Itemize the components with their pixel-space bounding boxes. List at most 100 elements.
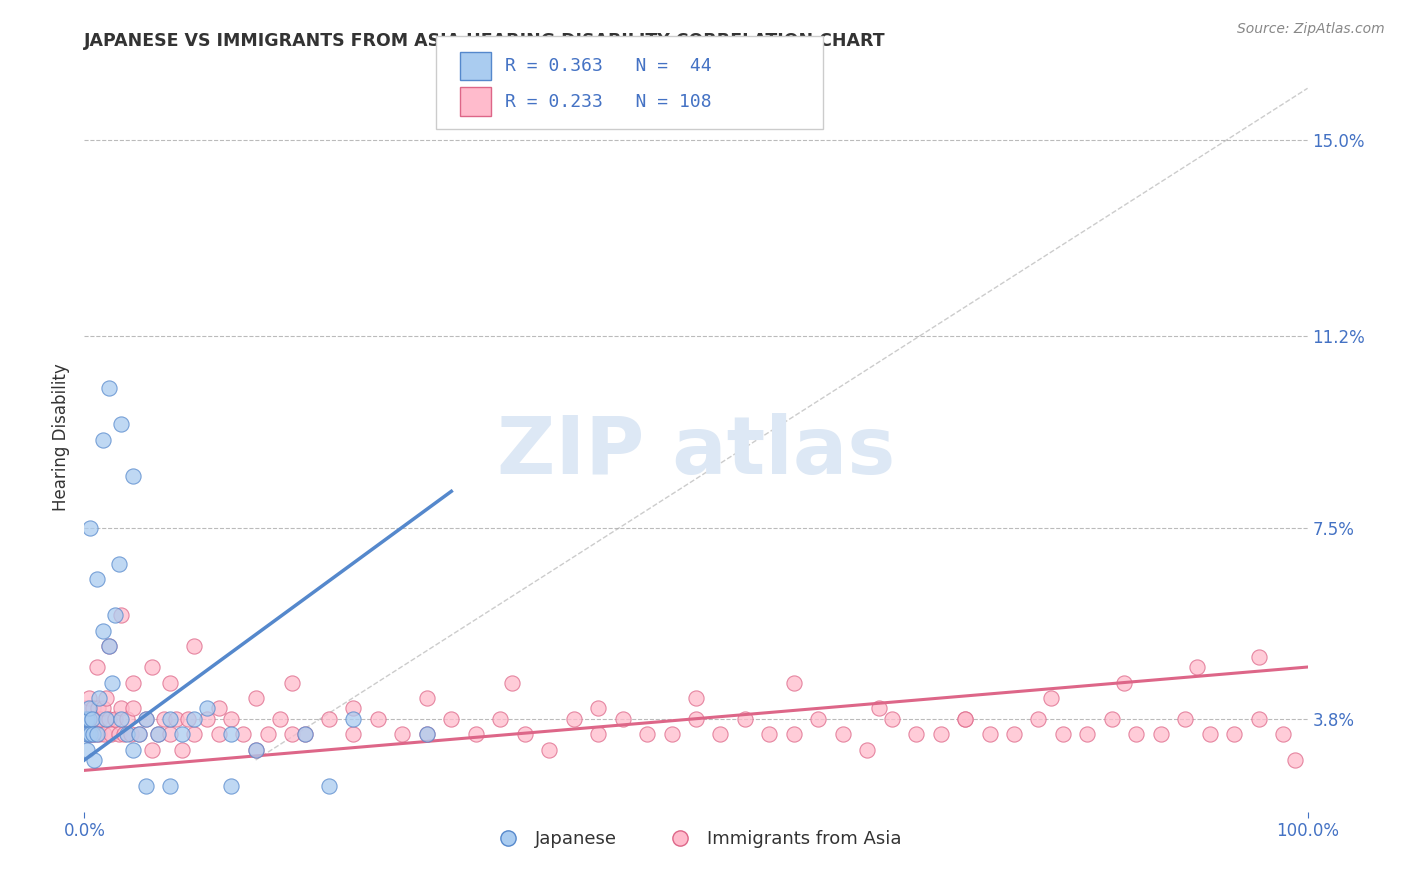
Point [110,701,132,715]
Point [177,712,200,726]
Point [219,779,242,793]
Point [97,381,120,395]
Point [856,742,879,756]
Point [110,608,132,623]
Point [115,727,138,741]
Point [294,727,316,741]
Point [146,727,169,741]
Point [880,712,903,726]
Point [165,712,187,726]
Point [586,701,609,715]
Point [586,727,609,741]
Point [245,691,267,706]
Point [77,727,100,741]
Point [1150,727,1173,741]
Point [80,712,103,726]
Point [83,712,105,726]
Point [141,742,163,756]
Point [128,727,150,741]
Point [135,779,157,793]
Point [1028,712,1050,726]
Point [367,712,389,726]
Point [489,712,512,726]
Point [1002,727,1025,741]
Point [91,701,114,715]
Point [122,468,145,483]
Point [159,712,181,726]
Point [120,727,142,741]
Point [107,557,129,571]
Point [77,691,100,706]
Y-axis label: Hearing Disability: Hearing Disability [52,363,70,511]
Point [1174,712,1197,726]
Point [97,712,120,726]
Point [135,712,157,726]
Point [1076,727,1098,741]
Point [87,691,110,706]
Point [146,727,169,741]
Point [685,691,707,706]
Point [416,727,439,741]
Point [100,727,122,741]
Point [97,640,120,654]
Point [1101,712,1123,726]
Point [929,727,952,741]
Point [75,712,97,726]
Point [87,701,110,715]
Point [783,727,806,741]
Point [734,712,756,726]
Text: JAPANESE VS IMMIGRANTS FROM ASIA HEARING DISABILITY CORRELATION CHART: JAPANESE VS IMMIGRANTS FROM ASIA HEARING… [84,32,886,50]
Point [1125,727,1147,741]
Point [79,520,101,534]
Point [86,727,108,741]
Point [86,660,108,674]
Point [101,675,124,690]
Point [318,779,340,793]
Point [183,712,205,726]
Point [107,727,129,741]
Text: Source: ZipAtlas.com: Source: ZipAtlas.com [1237,22,1385,37]
Point [685,712,707,726]
Point [76,742,98,756]
Point [269,712,291,726]
Point [342,727,364,741]
Point [953,712,976,726]
Point [562,712,585,726]
Point [905,727,928,741]
Point [245,742,267,756]
Point [219,727,242,741]
Point [709,727,731,741]
Point [75,727,97,741]
Point [77,727,100,741]
Point [159,779,181,793]
Point [1247,712,1270,726]
Point [79,727,101,741]
Point [79,727,101,741]
Point [783,675,806,690]
Point [110,417,132,432]
Point [1039,691,1062,706]
Point [1198,727,1220,741]
Point [97,640,120,654]
Point [219,712,242,726]
Point [159,727,181,741]
Point [195,712,218,726]
Point [86,572,108,586]
Point [1284,753,1306,767]
Point [183,727,205,741]
Point [195,701,218,715]
Point [122,675,145,690]
Point [538,742,561,756]
Point [953,712,976,726]
Point [122,742,145,756]
Legend: Japanese, Immigrants from Asia: Japanese, Immigrants from Asia [482,822,910,855]
Point [122,701,145,715]
Point [93,727,115,741]
Point [172,742,194,756]
Point [758,727,780,741]
Point [281,675,304,690]
Point [83,753,105,767]
Point [91,624,114,638]
Point [89,712,111,726]
Point [1272,727,1295,741]
